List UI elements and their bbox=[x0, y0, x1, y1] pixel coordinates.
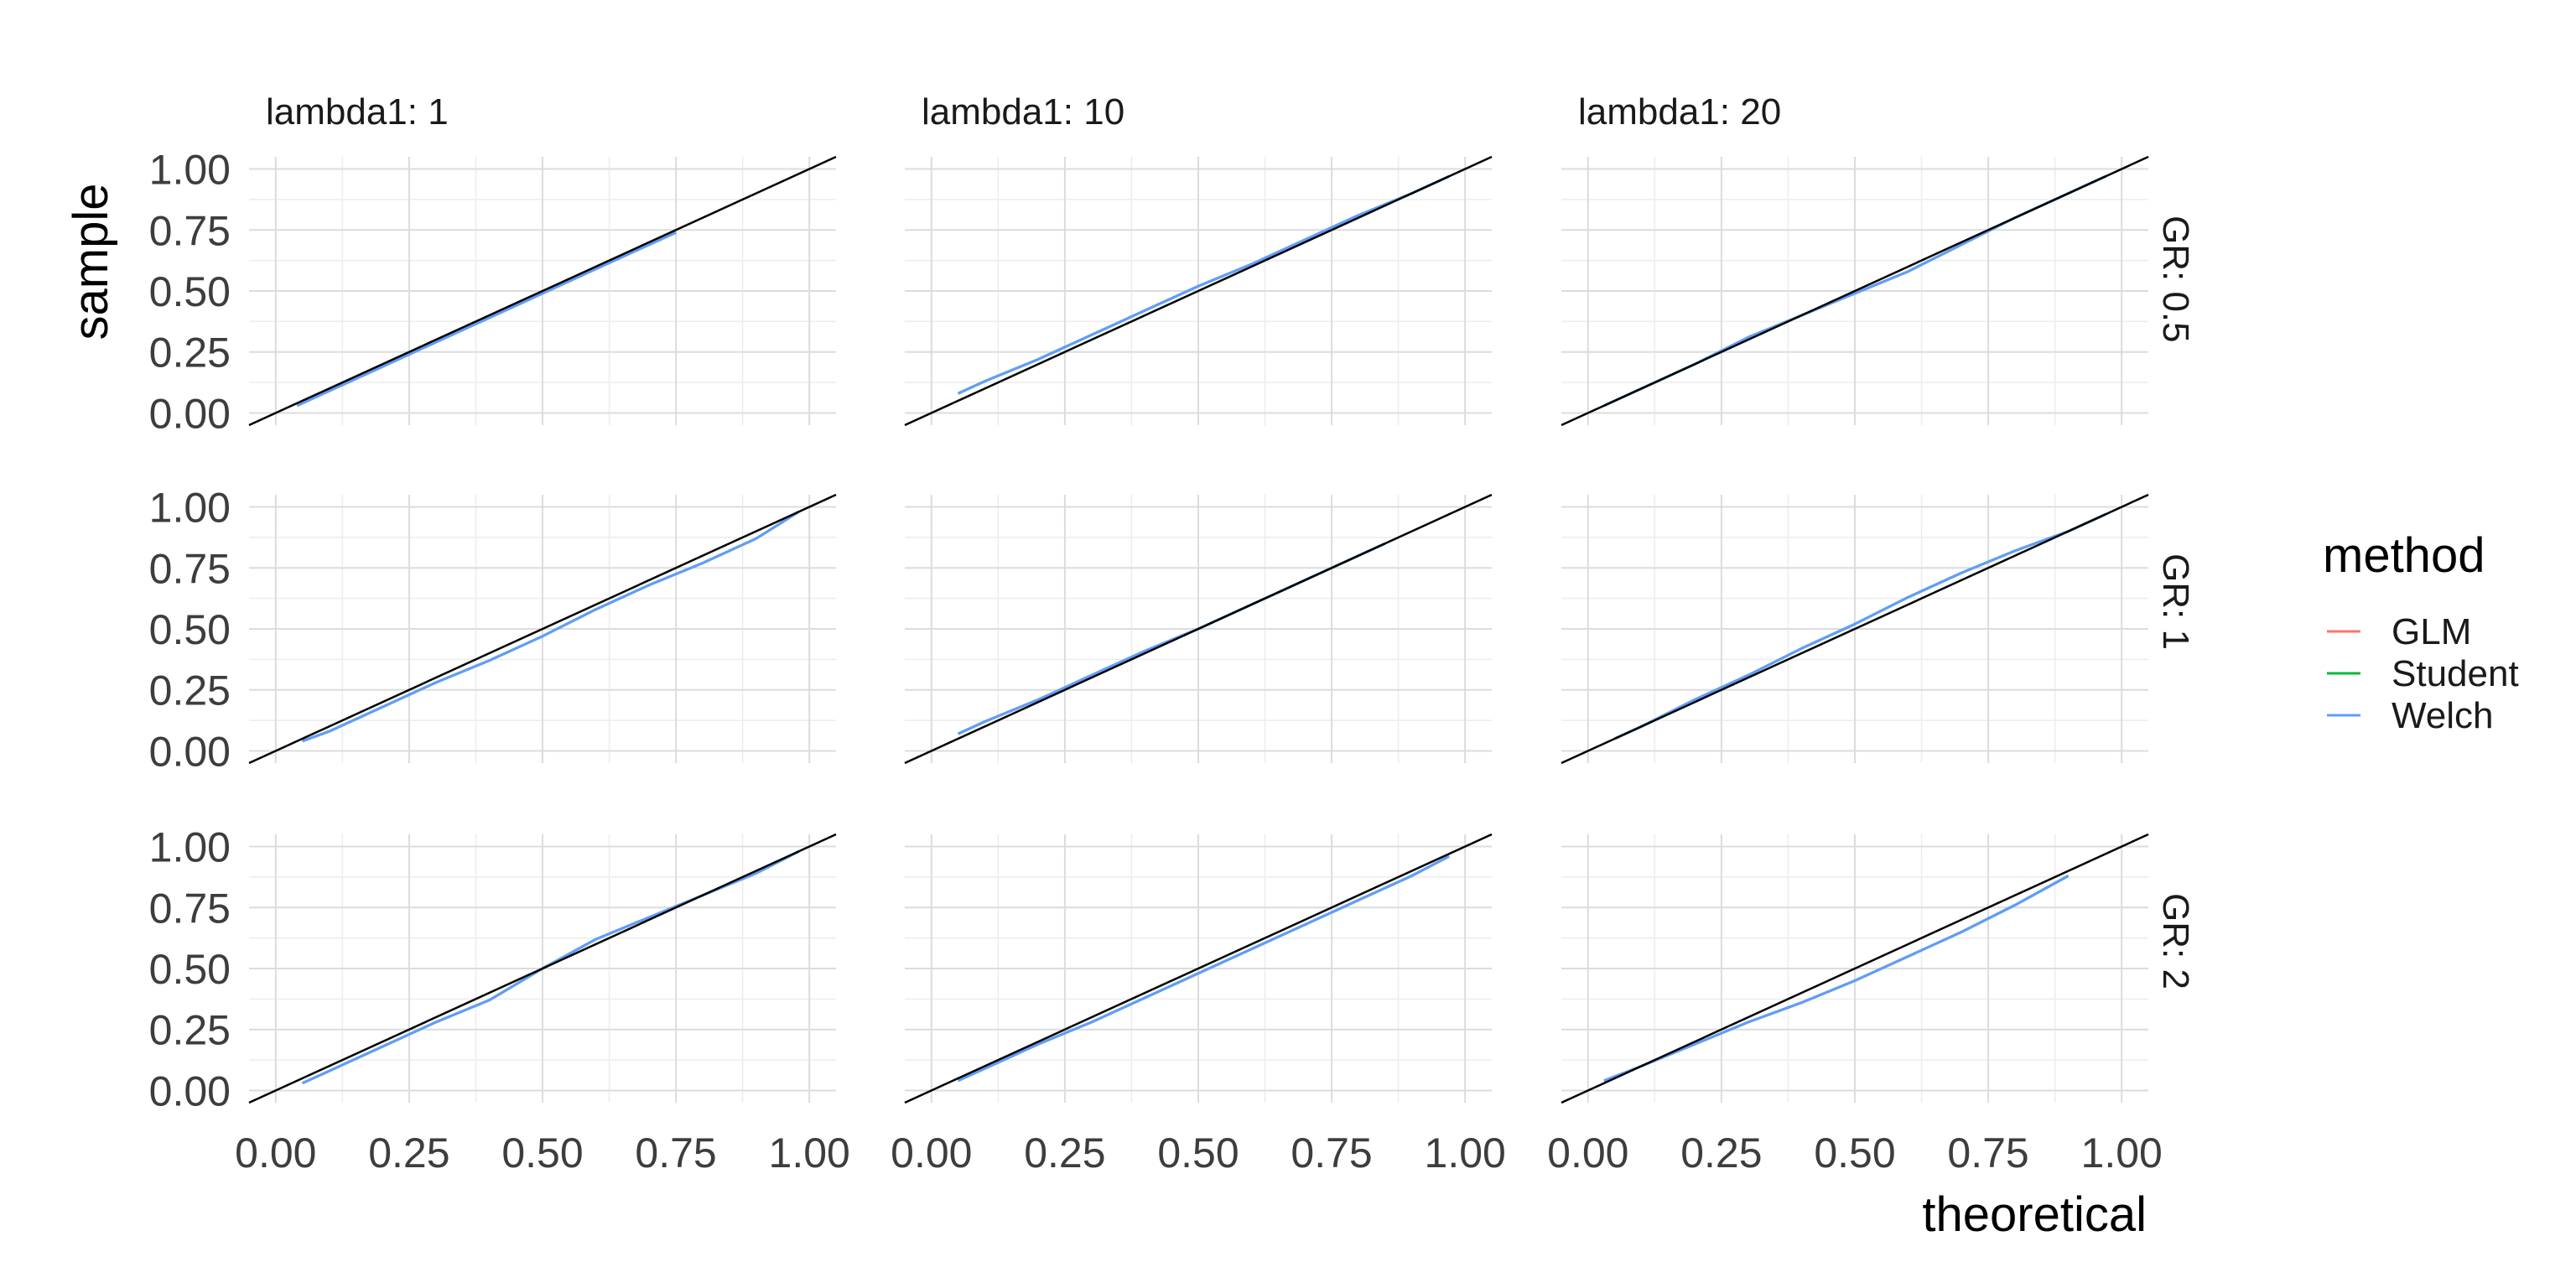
legend-label-student: Student bbox=[2392, 653, 2519, 694]
x-tick-label: 0.00 bbox=[891, 1130, 972, 1176]
y-tick-label: 0.75 bbox=[149, 885, 231, 932]
panel-1-1 bbox=[905, 495, 1492, 763]
x-tick-label: 0.25 bbox=[368, 1130, 449, 1176]
reference-line bbox=[904, 493, 1493, 765]
x-tick-label: 1.00 bbox=[2081, 1130, 2163, 1176]
y-tick-label: 0.00 bbox=[149, 390, 231, 437]
series-line-welch bbox=[957, 174, 1450, 395]
facet-col-label: lambda1: 10 bbox=[922, 91, 1124, 132]
reference-line bbox=[1561, 833, 2149, 1104]
x-tick-label: 0.00 bbox=[1547, 1130, 1628, 1176]
y-tick-label: 1.00 bbox=[149, 485, 231, 532]
y-tick-label: 0.75 bbox=[149, 207, 231, 254]
reference-line bbox=[248, 155, 837, 427]
y-tick-label: 0.25 bbox=[149, 667, 231, 714]
x-tick-label: 0.00 bbox=[235, 1130, 316, 1176]
series-line-glm bbox=[1603, 875, 2070, 1083]
reference-line bbox=[1561, 493, 2149, 765]
reference-line bbox=[248, 493, 837, 765]
y-tick-label: 0.25 bbox=[149, 1007, 231, 1054]
x-tick-label: 1.00 bbox=[1425, 1130, 1506, 1176]
x-axis-title: theoretical bbox=[1922, 1187, 2147, 1242]
facet-row-label: GR: 1 bbox=[2155, 553, 2196, 650]
y-tick-label: 0.50 bbox=[149, 268, 231, 315]
series-line-welch bbox=[302, 511, 800, 743]
series-line-welch bbox=[1603, 875, 2070, 1083]
panel-2-2 bbox=[1561, 834, 2148, 1103]
y-tick-label: 0.00 bbox=[149, 1067, 231, 1114]
x-tick-label: 0.25 bbox=[1680, 1130, 1762, 1176]
x-tick-label: 0.50 bbox=[1157, 1130, 1239, 1176]
x-tick-label: 1.00 bbox=[769, 1130, 850, 1176]
y-axis-title: sample bbox=[64, 184, 118, 340]
x-tick-label: 0.50 bbox=[1814, 1130, 1895, 1176]
legend-title: method bbox=[2323, 528, 2485, 583]
legend-label-glm: GLM bbox=[2392, 611, 2471, 652]
y-tick-label: 1.00 bbox=[149, 824, 231, 871]
x-tick-label: 0.75 bbox=[1947, 1130, 2028, 1176]
reference-line bbox=[248, 833, 837, 1104]
y-tick-label: 0.50 bbox=[149, 606, 231, 653]
facet-row-label: GR: 2 bbox=[2155, 893, 2196, 989]
y-tick-label: 0.00 bbox=[149, 728, 231, 775]
facet-row-label: GR: 0.5 bbox=[2155, 216, 2196, 343]
x-tick-label: 0.25 bbox=[1024, 1130, 1105, 1176]
x-tick-label: 0.50 bbox=[501, 1130, 583, 1176]
legend-label-welch: Welch bbox=[2392, 695, 2493, 736]
series-line-welch bbox=[296, 231, 677, 408]
y-tick-label: 0.75 bbox=[149, 545, 231, 592]
y-tick-label: 1.00 bbox=[149, 147, 231, 194]
reference-line bbox=[1561, 155, 2149, 427]
series-line-welch bbox=[957, 854, 1450, 1083]
panel-2-0 bbox=[249, 834, 836, 1103]
reference-line bbox=[904, 155, 1493, 427]
facet-col-label: lambda1: 1 bbox=[266, 91, 449, 132]
x-tick-label: 0.75 bbox=[635, 1130, 716, 1176]
x-tick-label: 0.75 bbox=[1291, 1130, 1372, 1176]
panel-1-0 bbox=[249, 495, 836, 763]
y-tick-label: 0.50 bbox=[149, 946, 231, 993]
series-line-student bbox=[1603, 875, 2070, 1083]
facet-col-label: lambda1: 20 bbox=[1578, 91, 1781, 132]
y-tick-label: 0.25 bbox=[149, 330, 231, 377]
series-line-welch bbox=[1613, 512, 2106, 740]
reference-line bbox=[904, 833, 1493, 1104]
